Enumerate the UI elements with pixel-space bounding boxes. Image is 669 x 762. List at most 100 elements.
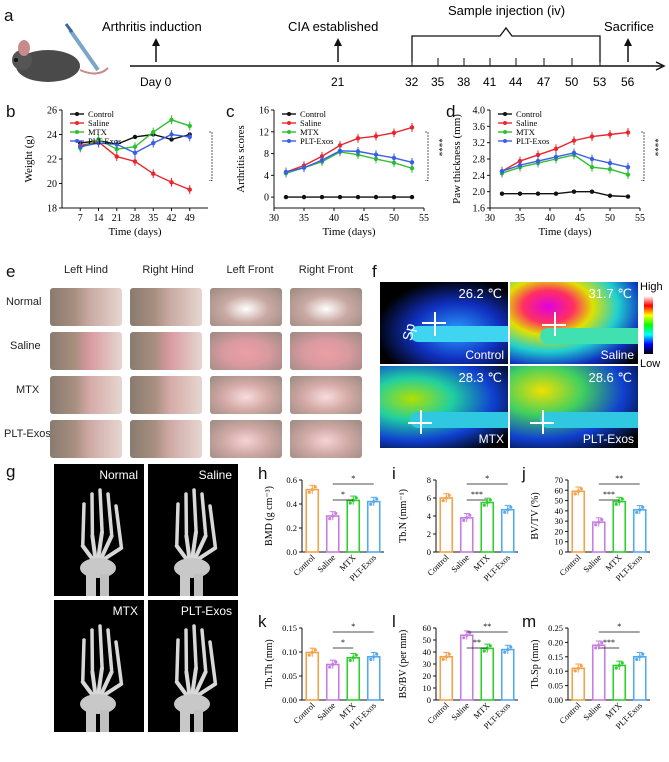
y-tick-label: 0.15	[548, 652, 563, 662]
x-tick-label: 49	[185, 213, 195, 224]
bar	[366, 655, 381, 701]
replicate-point	[506, 648, 510, 652]
replicate-point	[614, 666, 618, 670]
finger-bone	[98, 488, 104, 532]
thermal-name: Saline	[600, 348, 634, 362]
tick-label: 53	[593, 75, 607, 89]
legend-label: Saline	[516, 118, 537, 128]
data-point	[517, 162, 523, 168]
radius-bone	[86, 710, 96, 732]
replicate-point	[488, 644, 492, 648]
legend-marker	[503, 130, 507, 134]
data-point	[499, 191, 505, 196]
radius-bone	[180, 574, 190, 596]
replicate-point	[482, 649, 486, 653]
data-point	[301, 194, 307, 200]
replicate-point	[468, 513, 472, 517]
ct-name: MTX	[112, 604, 138, 618]
y-axis-title: Arthritis scores	[235, 125, 247, 193]
paw-photo-grid	[50, 288, 366, 462]
panel-label-d: d	[446, 102, 456, 121]
bar	[346, 499, 361, 553]
paw-photo	[290, 332, 362, 370]
data-point	[553, 146, 559, 151]
legend-label: Control	[300, 109, 327, 119]
data-point	[169, 137, 174, 142]
data-point	[187, 123, 192, 129]
tick-label: 41	[483, 75, 497, 89]
y-tick-label: 26	[47, 106, 57, 117]
data-point	[409, 166, 415, 171]
significance-label: ****	[218, 138, 222, 157]
scale-low-label: Low	[640, 358, 661, 370]
replicate-point	[597, 520, 601, 524]
legend-marker	[287, 112, 291, 116]
y-tick-label: 12	[259, 127, 269, 138]
replicate-point	[351, 656, 355, 660]
row-label: MTX	[16, 384, 40, 396]
metacarpal-bone	[190, 530, 198, 562]
significance-label: *	[351, 474, 355, 483]
row-label: Normal	[6, 296, 42, 308]
bar	[305, 488, 320, 553]
data-point	[535, 152, 541, 158]
replicate-point	[465, 633, 469, 637]
panel-label-c: c	[226, 102, 235, 121]
y-tick-label: 0	[427, 695, 431, 705]
finger-bone	[192, 488, 198, 532]
legend-label: PLT-Exos	[88, 136, 121, 146]
replicate-point	[482, 503, 486, 507]
y-tick-label: 2	[427, 529, 431, 539]
panel-label-j: j	[522, 464, 526, 483]
x-tick-label: 50	[605, 213, 615, 224]
y-tick-label: 2.0	[473, 187, 486, 198]
replicate-point	[620, 497, 624, 501]
data-point	[169, 132, 174, 137]
significance-label: *	[617, 622, 621, 631]
replicate-point	[573, 669, 577, 673]
data-point	[625, 164, 631, 170]
paw-photo	[130, 420, 202, 458]
bar	[305, 651, 320, 701]
bar	[480, 647, 495, 701]
paw-photo	[210, 332, 282, 370]
metacarpal-bone	[90, 534, 98, 562]
metacarpal-bone	[174, 680, 190, 698]
replicate-point	[313, 648, 317, 652]
data-point	[355, 194, 361, 200]
replicate-point	[307, 490, 311, 494]
column-label: Right Hind	[142, 264, 194, 276]
metacarpal-bone	[80, 680, 96, 698]
significance-label: **	[615, 474, 623, 483]
x-tick-label: 42	[167, 213, 177, 224]
carpal-bone	[174, 558, 210, 578]
thermal-image-mtx: 28.3 ℃ MTX	[380, 366, 508, 448]
replicate-point	[447, 493, 451, 498]
panel-label-i: i	[392, 464, 396, 483]
row-label: PLT-Exos	[4, 428, 51, 440]
ulna-bone	[100, 710, 109, 732]
bar	[366, 500, 381, 553]
replicate-point	[614, 502, 618, 506]
replicate-point	[594, 646, 598, 650]
y-tick-label: 60	[555, 485, 564, 495]
legend-label: MTX	[516, 127, 535, 137]
y-tick-label: 60	[423, 623, 432, 633]
significance-label: *	[341, 638, 345, 647]
replicate-point	[328, 516, 332, 521]
replicate-point	[310, 488, 314, 492]
y-tick-label: 2.4	[473, 171, 486, 182]
bar	[346, 656, 361, 701]
ct-image-normal: Normal	[54, 464, 144, 596]
tick-label: 38	[457, 75, 471, 89]
data-point	[607, 167, 613, 172]
ct-bone-render	[174, 624, 218, 732]
data-point	[409, 194, 415, 200]
replicate-point	[444, 496, 448, 500]
arthritis-score-line-chart: 30 35 40 45 50 55 0 4 8 12 16 Time (days) Arthritis …	[235, 106, 444, 239]
y-tick-label: 0	[264, 193, 269, 204]
replicate-point	[506, 508, 510, 512]
paw-photo	[130, 332, 202, 370]
thermal-color-scale	[644, 296, 653, 354]
